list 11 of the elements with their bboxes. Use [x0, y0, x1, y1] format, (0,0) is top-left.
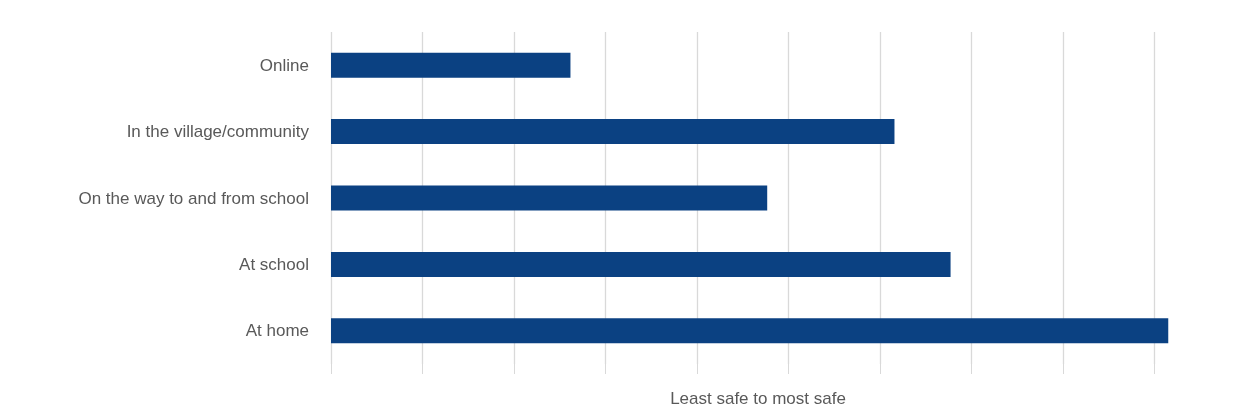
y-tick-label: At home: [245, 321, 309, 341]
bar: [331, 119, 895, 145]
bar: [331, 318, 1169, 344]
bar: [331, 251, 951, 277]
y-tick-label: In the village/community: [126, 122, 310, 142]
y-tick-label: On the way to and from school: [78, 188, 309, 208]
y-tick-label: At school: [239, 254, 309, 274]
y-tick-label: Online: [259, 55, 309, 75]
x-axis-title: Least safe to most safe: [670, 389, 846, 408]
bar: [331, 185, 768, 211]
bar: [331, 52, 571, 78]
